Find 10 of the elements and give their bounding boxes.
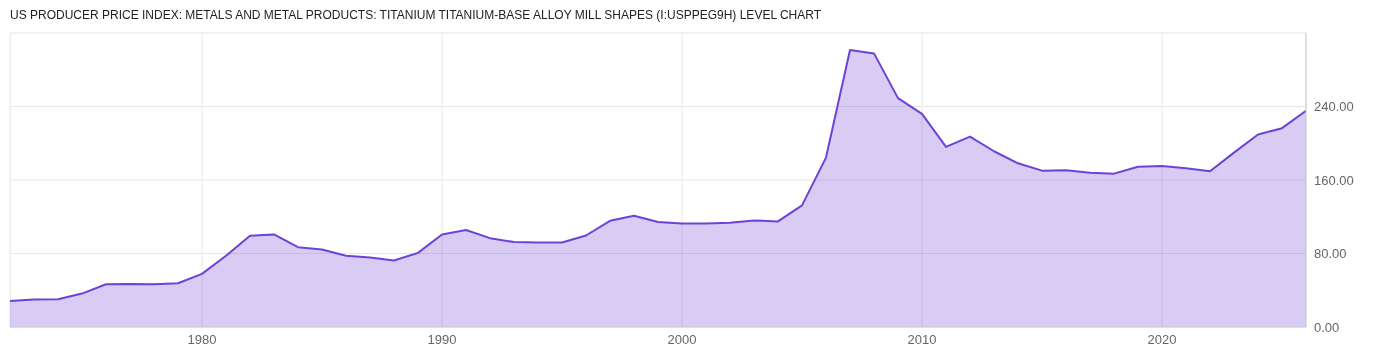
x-tick-label: 1980 xyxy=(187,332,217,348)
x-tick-label: 2000 xyxy=(667,332,697,348)
x-tick-label: 2020 xyxy=(1147,332,1177,348)
chart-title: US PRODUCER PRICE INDEX: METALS AND METAL PRODUCTS: TITANIUM TITANIUM-BASE ALLOY MILL SHAPES (I:USPPEG9H) LEVEL CHART xyxy=(9,8,823,24)
y-tick-label: 160.00 xyxy=(1314,172,1354,188)
y-tick-label: 80.00 xyxy=(1314,246,1347,262)
x-tick-label: 1990 xyxy=(427,332,457,348)
x-tick-label: 2010 xyxy=(907,332,937,348)
y-tick-label: 240.00 xyxy=(1314,99,1354,115)
y-tick-label: 0.00 xyxy=(1314,319,1340,335)
